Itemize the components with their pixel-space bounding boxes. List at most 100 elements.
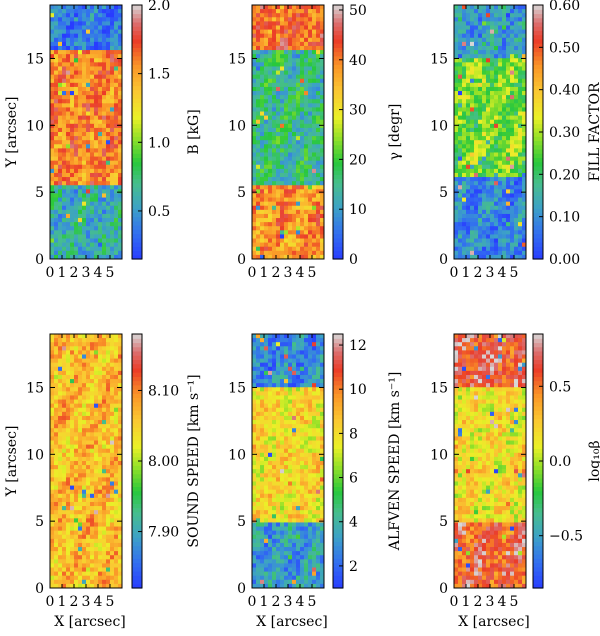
heatmap-cell [300, 119, 305, 125]
heatmap-cell [82, 366, 87, 372]
heatmap-cell [518, 54, 523, 59]
heatmap-cell [296, 95, 301, 100]
heatmap-cell [304, 45, 309, 51]
heatmap-cell [114, 407, 119, 413]
heatmap-cell [62, 250, 67, 256]
heatmap-cell [114, 379, 119, 384]
heatmap-cell [98, 29, 103, 35]
heatmap-cell [102, 193, 107, 199]
heatmap-cell [320, 37, 324, 43]
heatmap-cell [264, 115, 269, 121]
heatmap-cell [474, 82, 479, 88]
heatmap-cell [462, 54, 467, 59]
heatmap-cell [54, 54, 59, 59]
heatmap-cell [50, 579, 55, 585]
heatmap-cell [316, 50, 321, 55]
heatmap-cell [94, 144, 99, 149]
heatmap-cell [102, 254, 107, 259]
colorbar-segment [333, 140, 343, 146]
heatmap-cell [288, 254, 293, 259]
heatmap-cell [478, 82, 483, 88]
heatmap-cell [50, 370, 55, 376]
heatmap-cell [78, 440, 83, 446]
heatmap-cell [260, 9, 265, 14]
heatmap-cell [78, 58, 83, 63]
heatmap-cell [522, 222, 526, 227]
heatmap-cell [514, 250, 519, 256]
heatmap-cell [66, 5, 71, 10]
heatmap-cell [50, 444, 55, 450]
heatmap-cell [110, 571, 115, 577]
heatmap-cell [308, 226, 313, 231]
heatmap-cell [58, 86, 63, 92]
heatmap-cell [466, 37, 471, 43]
heatmap-cell [70, 5, 75, 10]
heatmap-cell [470, 246, 475, 252]
heatmap-cell [316, 37, 321, 43]
heatmap-cell [522, 37, 526, 43]
colorbar-label: γ [degr] [387, 104, 403, 161]
heatmap-cell [74, 518, 79, 524]
heatmap-cell [292, 189, 297, 195]
heatmap-cell [482, 160, 487, 166]
heatmap-cell [82, 493, 87, 499]
heatmap-cell [114, 91, 119, 96]
heatmap-cell [260, 74, 265, 80]
heatmap-cell [86, 33, 91, 39]
heatmap-cell [458, 230, 463, 236]
heatmap-cell [82, 209, 87, 215]
heatmap-cell [462, 74, 467, 80]
heatmap-cell [66, 78, 71, 84]
heatmap-cell [292, 346, 297, 351]
heatmap-cell [102, 50, 107, 55]
heatmap-cell [264, 127, 269, 133]
heatmap-cell [280, 342, 285, 347]
heatmap-cell [292, 29, 297, 35]
heatmap-cell [454, 152, 459, 158]
heatmap-cell [94, 571, 99, 577]
heatmap-cell [94, 91, 99, 96]
heatmap-cell [320, 338, 324, 343]
heatmap-cell [502, 193, 507, 199]
heatmap-cell [74, 209, 79, 215]
heatmap-cell [118, 17, 122, 22]
heatmap-cell [106, 189, 111, 195]
heatmap-cell [466, 209, 471, 215]
y-tick-label: 15 [228, 51, 246, 67]
heatmap-cell [58, 506, 63, 511]
heatmap-cell [106, 172, 111, 178]
heatmap-cell [86, 485, 91, 491]
heatmap-cell [54, 407, 59, 413]
heatmap-cell [280, 70, 285, 76]
heatmap-cell [90, 461, 95, 466]
heatmap-cell [260, 156, 265, 162]
heatmap-cell [256, 338, 261, 343]
heatmap-cell [288, 242, 293, 248]
heatmap-cell [98, 469, 103, 474]
heatmap-cell [462, 238, 467, 244]
heatmap-cell [70, 144, 75, 149]
colorbar-segment [333, 157, 343, 163]
heatmap-cell [62, 123, 67, 129]
heatmap-cell [86, 469, 91, 474]
heatmap-cell [74, 428, 79, 433]
heatmap-cell [66, 189, 71, 195]
heatmap-cell [114, 563, 119, 569]
heatmap-cell [58, 9, 63, 14]
colorbar-segment [533, 85, 543, 91]
heatmap-cell [280, 189, 285, 195]
heatmap-cell [94, 136, 99, 141]
heatmap-cell [518, 91, 523, 96]
heatmap-cell [276, 172, 281, 178]
heatmap-cell [268, 354, 273, 360]
x-tick-label: 3 [486, 265, 495, 281]
heatmap-cell [296, 107, 301, 113]
colorbar-segment [132, 250, 142, 256]
heatmap-cell [50, 238, 55, 244]
heatmap-cell [514, 230, 519, 236]
heatmap-cell [70, 530, 75, 536]
heatmap-cell [106, 58, 111, 63]
heatmap-cell [86, 432, 91, 438]
colorbar-tick-label: 0.10 [549, 210, 580, 226]
heatmap-cell [458, 213, 463, 219]
